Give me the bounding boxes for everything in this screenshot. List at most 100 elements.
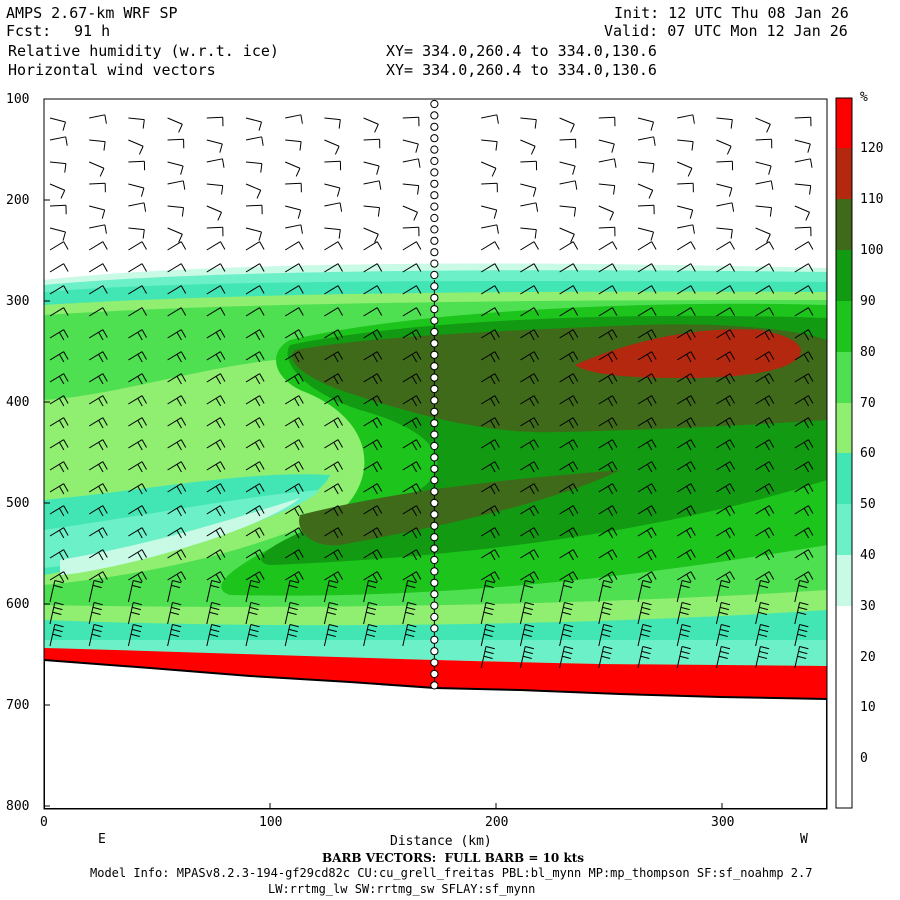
wind-barb [794,116,812,127]
wind-barb [676,307,696,317]
wind-barb [245,136,264,146]
wind-barb [755,138,773,149]
wind-barb [402,183,420,195]
wind-barb [598,285,618,295]
wind-barb [716,202,735,212]
wind-barb [363,395,383,407]
wind-barb [245,285,265,295]
wind-barb [559,461,579,473]
wind-barb [167,285,187,295]
wind-barb [363,227,379,243]
wind-barb [284,439,304,451]
wind-barb [676,483,696,495]
wind-barb [206,527,226,539]
wind-barb [402,439,422,451]
wind-barb [363,117,379,133]
wind-barb [637,602,652,625]
wind-barb [49,571,69,583]
wind-barb [716,483,735,495]
calm-wind-circle [430,635,439,644]
calm-wind-circle [430,419,439,428]
wind-barb [88,263,108,273]
wind-barb [598,483,618,495]
calm-wind-circle [430,612,439,622]
wind-barb [363,505,383,517]
y-tick-600: 600 [6,597,30,612]
wind-barb [128,439,147,451]
wind-barb [480,307,500,317]
wind-barb [402,580,417,603]
wind-barb [755,227,771,243]
wind-barb [363,549,383,561]
wind-barb [716,241,735,251]
wind-barb [559,417,579,429]
x-tick-300: 300 [711,815,735,830]
wind-barb [755,161,772,175]
wind-barb [402,263,422,273]
wind-barb [520,183,537,197]
wind-barb [167,461,187,473]
wind-barb [794,505,814,517]
wind-barb [480,263,500,273]
wind-barb [128,329,147,341]
wind-barb [128,160,146,171]
wind-barb [598,646,613,669]
wind-barb [128,202,147,212]
wind-barb [481,161,497,177]
calm-wind-circle [430,259,439,268]
colorbar-label-40: 40 [860,548,876,563]
wind-barb [559,439,579,451]
wind-barb [167,307,187,317]
wind-barb [755,580,770,603]
wind-barb [284,461,304,473]
y-tick-200: 200 [6,193,30,208]
wind-barb [794,461,814,473]
wind-barbs [49,114,814,669]
wind-barb [206,139,223,153]
wind-barb [480,417,500,429]
wind-barb [402,158,421,168]
calm-wind-circle [430,555,439,565]
colorbar-label-80: 80 [860,345,876,360]
wind-barb [245,373,265,385]
wind-barb [598,624,613,647]
wind-barb [520,117,537,129]
wind-barb [88,483,108,495]
wind-barb [519,646,535,669]
wind-barb [637,527,657,539]
model-info-physics: LW:rrtmg_lw SW:rrtmg_sw SFLAY:sf_mynn [268,882,536,896]
wind-barb [128,183,145,197]
wind-barb [167,549,187,561]
wind-barb [676,646,691,669]
wind-barb [128,227,145,239]
wind-barb [88,307,108,317]
wind-barb [128,285,147,295]
wind-barb [245,549,265,561]
wind-barb [88,241,108,251]
calm-wind-circle [430,156,439,166]
wind-barb [676,351,696,363]
wind-barb [324,527,343,539]
wind-barb [245,241,265,251]
wind-barb [284,527,304,539]
xy-line-2: XY= 334.0,260.4 to 334.0,130.6 [386,61,657,79]
wind-barb [716,263,735,273]
wind-barb [402,602,417,625]
wind-barb [49,285,69,295]
wind-barb [324,117,341,129]
wind-barb [324,183,341,197]
wind-barb [755,602,770,625]
wind-barb [206,395,226,407]
wind-barb [716,373,735,385]
wind-barb [402,307,422,317]
wind-barb [598,263,618,273]
wind-barb [363,417,383,429]
wind-barb [559,227,575,243]
x-tick-200: 200 [485,815,509,830]
wind-barb [559,505,579,517]
wind-barb [402,329,422,341]
wind-barb [402,417,422,429]
wind-barb [559,527,579,539]
wind-barb [88,439,108,451]
